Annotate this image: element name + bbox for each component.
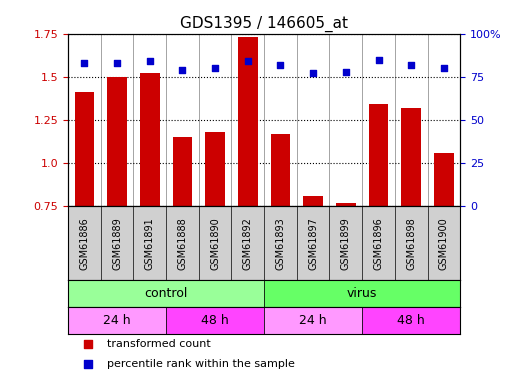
Text: GSM61892: GSM61892: [243, 217, 253, 270]
Bar: [107, 77, 127, 206]
Bar: [206, 132, 225, 206]
Bar: [402, 108, 421, 206]
Point: [276, 62, 285, 68]
Point: [211, 65, 219, 71]
Text: GSM61898: GSM61898: [406, 217, 416, 270]
Bar: [369, 105, 388, 206]
Text: 24 h: 24 h: [103, 314, 131, 327]
Point: [178, 67, 187, 73]
Text: 24 h: 24 h: [299, 314, 327, 327]
FancyBboxPatch shape: [362, 307, 460, 334]
FancyBboxPatch shape: [68, 280, 264, 307]
Point: [244, 58, 252, 64]
Point: [84, 340, 92, 346]
FancyBboxPatch shape: [68, 307, 166, 334]
Bar: [238, 37, 257, 206]
Point: [84, 361, 92, 367]
Text: GSM61897: GSM61897: [308, 217, 318, 270]
Bar: [271, 134, 290, 206]
Text: GSM61889: GSM61889: [112, 217, 122, 270]
FancyBboxPatch shape: [264, 307, 362, 334]
Bar: [336, 203, 356, 206]
Text: GSM61900: GSM61900: [439, 217, 449, 270]
Point: [440, 65, 448, 71]
Text: percentile rank within the sample: percentile rank within the sample: [107, 359, 295, 369]
Text: GSM61891: GSM61891: [145, 217, 155, 270]
Point: [309, 70, 317, 76]
Text: GSM61896: GSM61896: [373, 217, 383, 270]
Point: [407, 62, 415, 68]
Bar: [434, 153, 453, 206]
Bar: [140, 74, 160, 206]
Text: control: control: [144, 287, 188, 300]
Point: [374, 57, 383, 63]
Text: transformed count: transformed count: [107, 339, 211, 348]
Text: virus: virus: [347, 287, 378, 300]
Text: 48 h: 48 h: [397, 314, 425, 327]
Bar: [74, 92, 94, 206]
Text: GSM61899: GSM61899: [341, 217, 351, 270]
Point: [113, 60, 121, 66]
FancyBboxPatch shape: [166, 307, 264, 334]
FancyBboxPatch shape: [264, 280, 460, 307]
Point: [342, 69, 350, 75]
Point: [80, 60, 88, 66]
Bar: [303, 196, 323, 206]
Text: GSM61888: GSM61888: [177, 217, 187, 270]
Title: GDS1395 / 146605_at: GDS1395 / 146605_at: [180, 16, 348, 32]
Text: 48 h: 48 h: [201, 314, 229, 327]
Text: GSM61890: GSM61890: [210, 217, 220, 270]
Bar: [173, 137, 192, 206]
Point: [145, 58, 154, 64]
Text: GSM61893: GSM61893: [276, 217, 286, 270]
Text: GSM61886: GSM61886: [79, 217, 89, 270]
